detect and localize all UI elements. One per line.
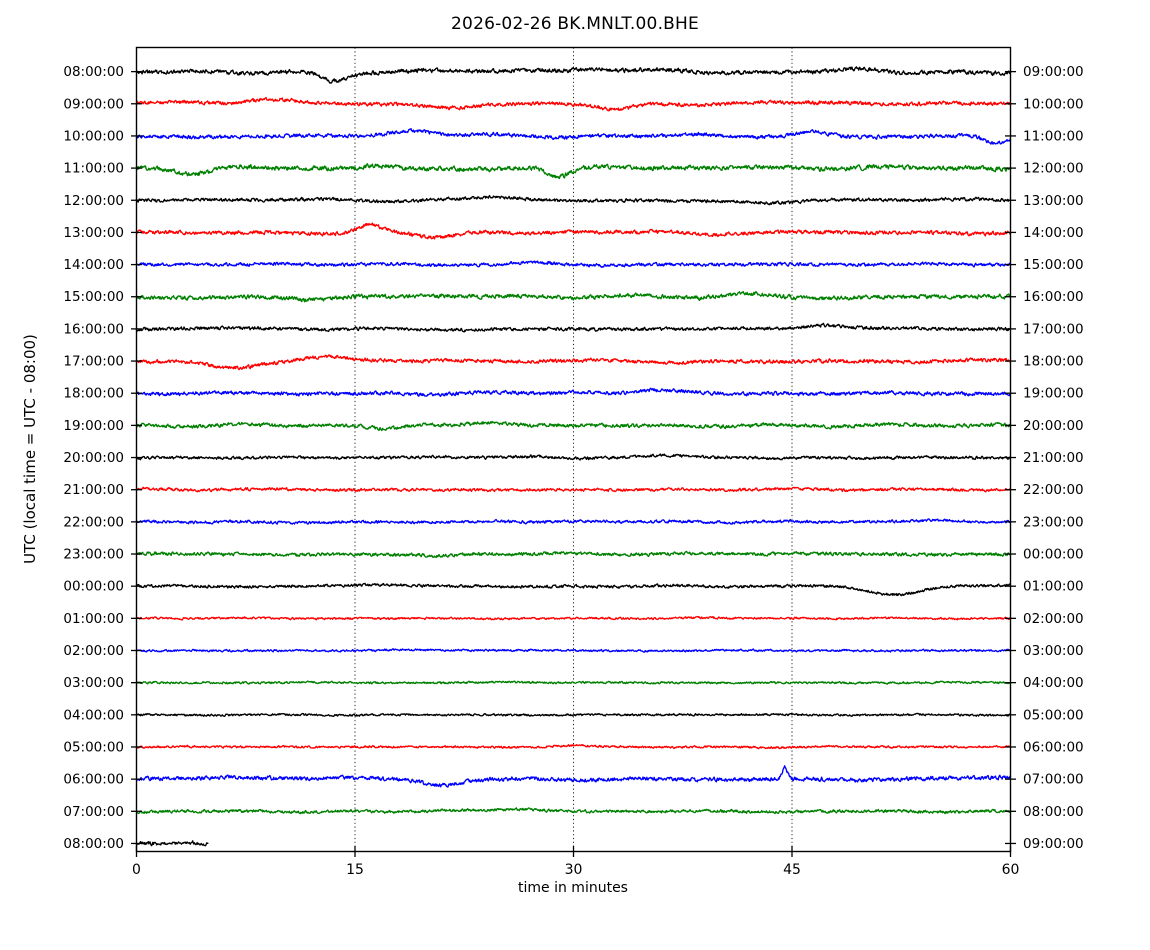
y-tick-label-left-7: 15:00:00 bbox=[63, 289, 124, 305]
y-tick-label-left-0: 08:00:00 bbox=[63, 64, 124, 80]
trace-row-21 bbox=[135, 743, 1012, 750]
trace-row-13 bbox=[135, 486, 1012, 493]
trace-row-19 bbox=[135, 680, 1012, 685]
y-tick-label-left-16: 00:00:00 bbox=[63, 579, 124, 595]
trace-row-17 bbox=[135, 615, 1012, 621]
y-tick-label-left-14: 22:00:00 bbox=[63, 514, 124, 530]
y-tick-label-left-20: 04:00:00 bbox=[63, 707, 124, 723]
y-tick-label-left-1: 09:00:00 bbox=[63, 96, 124, 112]
y-tick-label-left-21: 05:00:00 bbox=[63, 739, 124, 755]
y-tick-label-right-10: 19:00:00 bbox=[1023, 386, 1084, 402]
y-tick-label-right-19: 04:00:00 bbox=[1023, 675, 1084, 691]
y-tick-label-right-11: 20:00:00 bbox=[1023, 418, 1084, 434]
y-tick-label-right-3: 12:00:00 bbox=[1023, 161, 1084, 177]
y-tick-label-left-10: 18:00:00 bbox=[63, 386, 124, 402]
y-tick-label-left-8: 16:00:00 bbox=[63, 321, 124, 337]
y-tick-label-left-17: 01:00:00 bbox=[63, 611, 124, 627]
x-tick-label-60: 60 bbox=[1002, 862, 1020, 878]
trace-row-5 bbox=[135, 222, 1012, 240]
y-tick-label-right-23: 08:00:00 bbox=[1023, 804, 1084, 820]
x-axis-label: time in minutes bbox=[518, 880, 628, 896]
trace-row-14 bbox=[135, 518, 1012, 525]
y-tick-label-right-18: 03:00:00 bbox=[1023, 643, 1084, 659]
trace-row-2 bbox=[135, 128, 1012, 145]
trace-row-1 bbox=[135, 96, 1012, 112]
trace-row-16 bbox=[135, 582, 1012, 597]
y-tick-label-left-11: 19:00:00 bbox=[63, 418, 124, 434]
x-tick-label-15: 15 bbox=[346, 862, 364, 878]
y-tick-label-right-12: 21:00:00 bbox=[1023, 450, 1084, 466]
y-tick-label-right-4: 13:00:00 bbox=[1023, 193, 1084, 209]
trace-row-8 bbox=[135, 322, 1012, 333]
y-tick-label-left-22: 06:00:00 bbox=[63, 772, 124, 788]
y-tick-label-right-1: 10:00:00 bbox=[1023, 96, 1084, 112]
y-tick-label-right-15: 00:00:00 bbox=[1023, 547, 1084, 563]
y-tick-label-left-24: 08:00:00 bbox=[63, 836, 124, 852]
y-tick-label-left-2: 10:00:00 bbox=[63, 128, 124, 144]
trace-row-23 bbox=[135, 807, 1012, 815]
trace-row-3 bbox=[135, 163, 1012, 180]
y-tick-label-right-20: 05:00:00 bbox=[1023, 707, 1084, 723]
y-tick-label-right-16: 01:00:00 bbox=[1023, 579, 1084, 595]
y-tick-label-left-9: 17:00:00 bbox=[63, 354, 124, 370]
y-tick-label-right-14: 23:00:00 bbox=[1023, 514, 1084, 530]
trace-row-15 bbox=[135, 550, 1012, 559]
y-tick-label-right-21: 06:00:00 bbox=[1023, 739, 1084, 755]
y-tick-label-left-3: 11:00:00 bbox=[63, 161, 124, 177]
y-tick-label-left-18: 02:00:00 bbox=[63, 643, 124, 659]
trace-row-18 bbox=[135, 648, 1012, 653]
trace-row-0 bbox=[135, 66, 1012, 84]
y-tick-label-right-17: 02:00:00 bbox=[1023, 611, 1084, 627]
y-tick-label-right-22: 07:00:00 bbox=[1023, 772, 1084, 788]
trace-row-6 bbox=[135, 260, 1012, 268]
y-tick-label-left-15: 23:00:00 bbox=[63, 547, 124, 563]
y-tick-label-right-2: 11:00:00 bbox=[1023, 128, 1084, 144]
trace-row-11 bbox=[135, 420, 1012, 432]
x-tick-label-0: 0 bbox=[132, 862, 141, 878]
y-tick-label-left-5: 13:00:00 bbox=[63, 225, 124, 241]
trace-row-7 bbox=[135, 291, 1012, 303]
y-tick-label-left-13: 21:00:00 bbox=[63, 482, 124, 498]
trace-row-10 bbox=[135, 387, 1012, 397]
y-tick-label-right-6: 15:00:00 bbox=[1023, 257, 1084, 273]
trace-row-20 bbox=[135, 712, 1012, 718]
trace-row-4 bbox=[135, 194, 1012, 206]
trace-row-9 bbox=[135, 354, 1012, 371]
trace-row-22 bbox=[135, 765, 1012, 788]
y-tick-label-left-4: 12:00:00 bbox=[63, 193, 124, 209]
y-tick-label-right-9: 18:00:00 bbox=[1023, 354, 1084, 370]
y-tick-label-right-7: 16:00:00 bbox=[1023, 289, 1084, 305]
y-tick-label-left-19: 03:00:00 bbox=[63, 675, 124, 691]
y-tick-label-left-12: 20:00:00 bbox=[63, 450, 124, 466]
y-tick-label-left-23: 07:00:00 bbox=[63, 804, 124, 820]
y-tick-label-right-8: 17:00:00 bbox=[1023, 321, 1084, 337]
x-tick-label-45: 45 bbox=[783, 862, 801, 878]
trace-row-12 bbox=[135, 453, 1012, 461]
y-tick-label-right-13: 22:00:00 bbox=[1023, 482, 1084, 498]
trace-row-24 bbox=[135, 840, 209, 847]
page-title: 2026-02-26 BK.MNLT.00.BHE bbox=[451, 14, 699, 34]
y-tick-label-right-24: 09:00:00 bbox=[1023, 836, 1084, 852]
y-tick-label-left-6: 14:00:00 bbox=[63, 257, 124, 273]
y-tick-label-right-0: 09:00:00 bbox=[1023, 64, 1084, 80]
y-tick-label-right-5: 14:00:00 bbox=[1023, 225, 1084, 241]
x-tick-label-30: 30 bbox=[565, 862, 583, 878]
